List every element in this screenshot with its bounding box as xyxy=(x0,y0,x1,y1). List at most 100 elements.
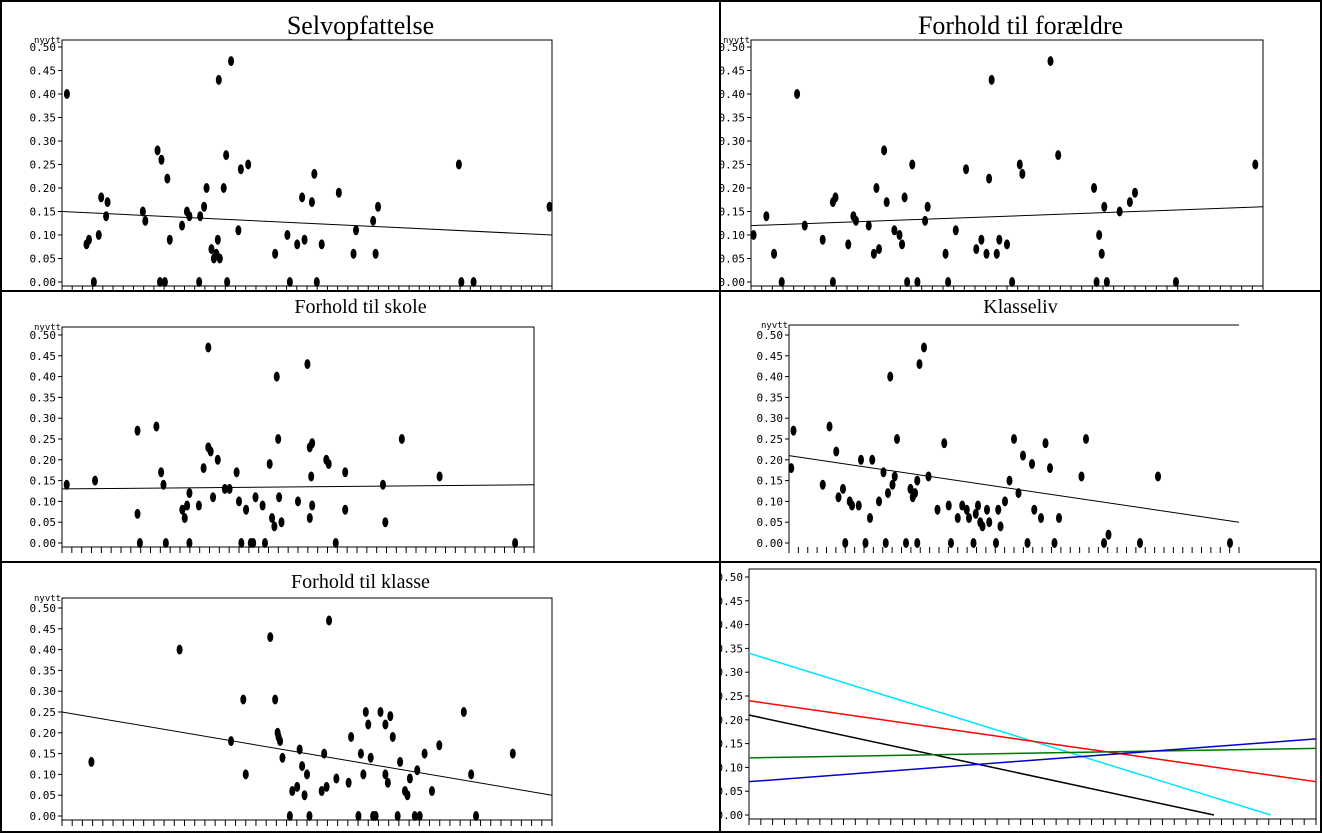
data-point xyxy=(272,694,279,705)
data-point xyxy=(245,159,252,170)
data-point xyxy=(899,239,906,250)
data-point xyxy=(276,492,283,503)
y-tick-label: 0.00 xyxy=(757,537,784,550)
y-tick-label: 0.35 xyxy=(757,391,784,404)
data-point xyxy=(345,777,352,788)
y-axis-label: nyvtt xyxy=(34,36,61,46)
data-point xyxy=(993,248,1000,259)
grid-col-divider xyxy=(719,0,721,833)
data-point xyxy=(973,244,980,255)
data-point xyxy=(909,159,916,170)
data-point xyxy=(365,719,372,730)
data-point xyxy=(323,781,330,792)
y-axis-label: nyvtt xyxy=(761,321,788,331)
data-point xyxy=(186,488,193,499)
y-tick-label: 0.50 xyxy=(721,571,743,584)
data-point xyxy=(272,248,279,259)
y-tick-label: 0.25 xyxy=(30,706,57,719)
data-point xyxy=(279,752,286,763)
y-tick-label: 0.25 xyxy=(721,690,743,703)
data-point xyxy=(436,740,443,751)
y-tick-label: 0.10 xyxy=(757,495,784,508)
data-point xyxy=(972,508,979,519)
data-point xyxy=(842,538,849,548)
data-point xyxy=(984,504,990,515)
data-point xyxy=(92,475,99,486)
y-tick-label: 0.05 xyxy=(30,789,57,802)
data-point xyxy=(1101,201,1108,212)
data-point xyxy=(382,719,389,730)
data-point xyxy=(201,201,208,212)
chart-panel-forhold-til-klasse: Forhold til klasse 0.00 0.05 0.10 0.15 0.20 0… xyxy=(2,563,719,831)
y-axis-label: nyvtt xyxy=(723,36,750,46)
data-point xyxy=(235,225,242,236)
data-point xyxy=(301,790,308,801)
data-point xyxy=(963,164,970,175)
data-point xyxy=(304,769,310,780)
data-point xyxy=(236,496,242,507)
data-point xyxy=(321,748,328,759)
data-point xyxy=(869,454,876,465)
data-point xyxy=(271,521,278,532)
y-tick-label: 0.15 xyxy=(757,475,784,488)
data-point xyxy=(865,220,872,231)
data-point xyxy=(995,504,1002,515)
y-tick-label: 0.20 xyxy=(30,727,57,740)
chart-panel-forhold-til-skole: Forhold til skole 0.00 0.05 0.10 0.15 0.20 0.… xyxy=(2,292,719,561)
data-point xyxy=(295,496,301,507)
data-point xyxy=(134,508,141,519)
y-tick-label: 0.10 xyxy=(30,495,57,508)
data-point xyxy=(397,756,404,767)
y-tick-label: 0.05 xyxy=(30,253,57,266)
data-point xyxy=(1105,529,1112,540)
data-point xyxy=(1020,450,1026,461)
y-tick-label: 0.30 xyxy=(721,135,745,148)
data-point xyxy=(162,538,169,548)
data-point xyxy=(819,234,826,245)
data-point xyxy=(1042,438,1049,449)
data-point xyxy=(763,211,770,222)
data-point xyxy=(243,504,250,515)
data-point xyxy=(880,467,887,478)
data-point xyxy=(455,159,462,170)
data-point xyxy=(855,500,862,511)
data-point xyxy=(835,492,842,503)
data-point xyxy=(829,277,836,287)
data-point xyxy=(458,277,465,287)
data-point xyxy=(1101,538,1107,548)
grid-right-border xyxy=(1320,0,1322,833)
data-point xyxy=(1096,230,1103,240)
data-point xyxy=(224,277,231,287)
data-point xyxy=(954,513,961,524)
data-point xyxy=(342,504,349,515)
chart-svg: 0.00 0.05 0.10 0.15 0.20 0.25 0.30 0.35 0.40 0.45… xyxy=(30,36,553,290)
data-point xyxy=(849,500,855,511)
data-point xyxy=(411,811,418,821)
data-point xyxy=(166,234,173,245)
data-point xyxy=(286,811,293,821)
data-point xyxy=(362,707,369,717)
data-point xyxy=(237,164,244,175)
y-tick-label: 0.40 xyxy=(30,371,57,384)
data-point xyxy=(1252,159,1259,170)
data-point xyxy=(294,781,301,792)
data-point xyxy=(158,154,165,165)
series-line xyxy=(748,652,1271,816)
data-point xyxy=(311,168,318,179)
y-tick-label: 0.20 xyxy=(721,182,745,195)
data-point xyxy=(233,467,240,478)
data-point xyxy=(914,538,921,548)
y-tick-label: 0.40 xyxy=(30,88,57,101)
y-tick-label: 0.10 xyxy=(30,229,57,242)
data-point xyxy=(308,471,315,482)
y-tick-label: 0.15 xyxy=(30,206,57,219)
data-point xyxy=(978,234,985,245)
y-tick-label: 0.40 xyxy=(30,644,57,657)
data-point xyxy=(406,773,413,784)
data-point xyxy=(179,220,186,231)
data-point xyxy=(988,74,995,85)
grid-row-divider-1 xyxy=(0,290,1322,292)
data-point xyxy=(952,225,959,236)
data-point xyxy=(375,201,382,212)
data-point xyxy=(304,359,311,370)
